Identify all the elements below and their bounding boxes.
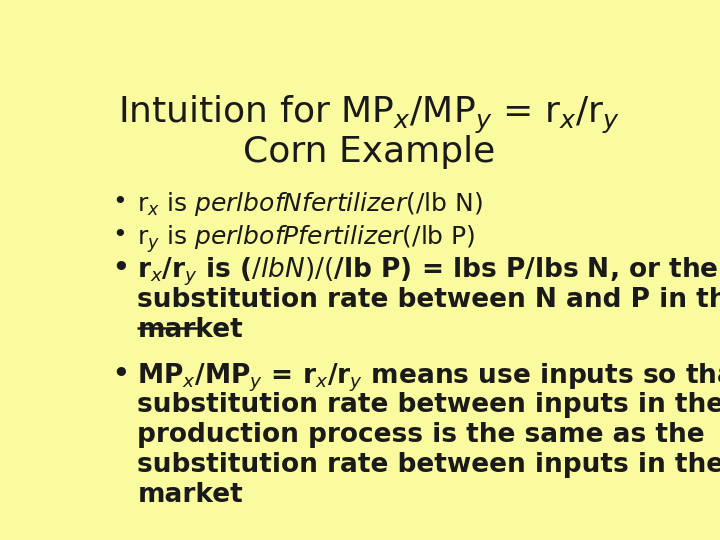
Text: substitution rate between inputs in the: substitution rate between inputs in the [138, 392, 720, 418]
Text: •: • [112, 256, 129, 282]
Text: r$_x$/r$_y$ is ($/lb N)/($/lb P) = lbs P/lbs N, or the: r$_x$/r$_y$ is ($/lb N)/($/lb P) = lbs P… [138, 256, 719, 288]
Text: Intuition for MP$_x$/MP$_y$ = r$_x$/r$_y$: Intuition for MP$_x$/MP$_y$ = r$_x$/r$_y… [118, 94, 620, 136]
Text: •: • [112, 362, 129, 388]
Text: •: • [112, 223, 127, 247]
Text: r$_x$ is $ per lb of N fertilizer ($/lb N): r$_x$ is $ per lb of N fertilizer ($/lb … [138, 190, 483, 218]
Text: •: • [112, 190, 127, 213]
Text: Corn Example: Corn Example [243, 136, 495, 170]
Text: market: market [138, 482, 243, 508]
Text: MP$_x$/MP$_y$ = r$_x$/r$_y$ means use inputs so that the: MP$_x$/MP$_y$ = r$_x$/r$_y$ means use in… [138, 362, 720, 394]
Text: market: market [138, 317, 243, 343]
Text: substitution rate between N and P in the: substitution rate between N and P in the [138, 287, 720, 313]
Text: production process is the same as the: production process is the same as the [138, 422, 705, 448]
Text: substitution rate between inputs in the: substitution rate between inputs in the [138, 452, 720, 478]
Text: r$_y$ is $ per lb of P fertilizer ($/lb P): r$_y$ is $ per lb of P fertilizer ($/lb … [138, 223, 476, 254]
